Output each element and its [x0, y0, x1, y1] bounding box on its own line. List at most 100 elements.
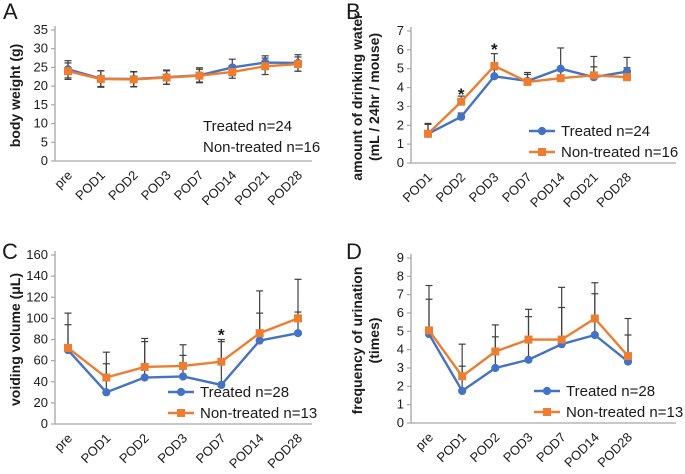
- data-point-square: [195, 71, 204, 80]
- x-tick-label: POD28: [264, 168, 305, 209]
- panel-label: D: [346, 239, 362, 264]
- data-point-square: [179, 361, 187, 370]
- data-point-circle: [458, 386, 467, 396]
- data-point-square: [255, 329, 264, 338]
- data-point-square: [424, 129, 432, 138]
- y-tick-label: 6: [397, 305, 404, 320]
- data-point-circle: [178, 372, 188, 381]
- data-point-circle: [102, 388, 111, 397]
- significance-asterisk: *: [218, 325, 225, 344]
- y-tick-label: 6: [397, 42, 404, 57]
- x-tick-label: POD2: [105, 168, 141, 204]
- y-tick-label: 5: [397, 61, 404, 76]
- y-tick-label: 3: [397, 98, 404, 113]
- y-tick-label: 4: [397, 342, 404, 357]
- x-tick-label: POD21: [560, 170, 601, 211]
- legend-label: Treated n=24: [561, 123, 650, 140]
- y-tick-label: 120: [26, 289, 48, 304]
- data-point-square: [557, 335, 566, 344]
- y-tick-label: 35: [34, 22, 48, 37]
- data-point-square: [458, 372, 467, 381]
- x-tick-label: POD14: [527, 170, 568, 211]
- y-tick-label: 40: [34, 374, 48, 389]
- y-axis-title: frequency of urination: [349, 267, 365, 415]
- x-tick-label: pre: [51, 168, 75, 192]
- x-tick-label: POD1: [78, 431, 114, 467]
- data-point-square: [556, 74, 565, 83]
- y-tick-label: 30: [34, 41, 48, 56]
- y-axis-title: (times): [366, 318, 382, 364]
- x-tick-label: POD1: [399, 170, 435, 206]
- data-point-square: [217, 357, 226, 366]
- x-tick-label: POD3: [466, 170, 502, 206]
- legend-label: Treated n=24: [203, 118, 292, 135]
- x-tick-label: POD3: [138, 168, 174, 204]
- x-tick-label: POD3: [154, 431, 190, 467]
- x-tick-label: POD14: [561, 430, 602, 471]
- y-tick-label: 5: [397, 323, 404, 338]
- y-tick-label: 7: [397, 23, 404, 38]
- x-tick-label: POD14: [226, 431, 267, 472]
- y-tick-label: 60: [34, 353, 48, 368]
- significance-asterisk: *: [491, 40, 498, 59]
- y-tick-label: 20: [34, 78, 48, 93]
- panel-label: A: [3, 0, 18, 24]
- x-tick-label: POD14: [199, 168, 240, 209]
- x-tick-label: POD2: [116, 431, 152, 467]
- data-point-circle: [524, 355, 533, 364]
- y-tick-label: 2: [397, 117, 404, 132]
- data-point-square: [64, 343, 72, 352]
- y-axis-title: (mL / 24hr / mouse): [366, 33, 382, 161]
- data-point-square: [524, 335, 533, 344]
- data-point-square: [96, 75, 105, 84]
- y-tick-label: 7: [397, 287, 404, 302]
- y-tick-label: 80: [34, 332, 48, 347]
- data-point-square: [294, 60, 302, 69]
- legend-label: Non-treated n=16: [561, 144, 678, 161]
- x-tick-label: POD7: [193, 431, 229, 467]
- y-tick-label: 2: [397, 378, 404, 393]
- y-tick-label: 20: [34, 395, 48, 410]
- y-axis-title: amount of drinking water: [349, 13, 365, 181]
- y-tick-label: 3: [397, 360, 404, 375]
- y-tick-label: 8: [397, 268, 404, 283]
- y-tick-label: 1: [397, 397, 404, 412]
- data-point-square: [624, 352, 632, 361]
- y-tick-label: 160: [26, 247, 48, 262]
- significance-asterisk: *: [458, 85, 465, 104]
- y-tick-label: 1: [397, 136, 404, 151]
- y-tick-label: 100: [26, 310, 48, 325]
- data-point-square: [140, 362, 149, 371]
- x-tick-label: pre: [51, 431, 75, 455]
- y-tick-label: 25: [34, 59, 48, 74]
- legend-marker: [543, 408, 551, 416]
- data-point-square: [457, 97, 466, 106]
- data-point-square: [590, 314, 599, 323]
- data-point-circle: [293, 329, 303, 338]
- legend-marker: [538, 148, 546, 156]
- x-tick-label: POD28: [594, 430, 635, 471]
- data-point-square: [425, 326, 433, 335]
- legend-label: Non-treated n=13: [566, 404, 683, 421]
- y-axis-title: voiding volume (μL): [7, 273, 23, 406]
- legend-marker: [176, 387, 186, 397]
- y-tick-label: 10: [34, 116, 48, 131]
- x-tick-label: POD3: [500, 430, 536, 466]
- data-point-square: [162, 73, 171, 82]
- legend-label: Non-treated n=16: [203, 139, 320, 156]
- y-tick-label: 0: [397, 415, 404, 430]
- data-point-square: [102, 373, 111, 382]
- x-tick-label: POD2: [467, 430, 503, 466]
- data-point-square: [129, 75, 138, 84]
- data-point-square: [294, 314, 302, 323]
- data-point-circle: [590, 330, 599, 340]
- legend-marker: [537, 126, 547, 136]
- y-tick-label: 0: [41, 416, 48, 431]
